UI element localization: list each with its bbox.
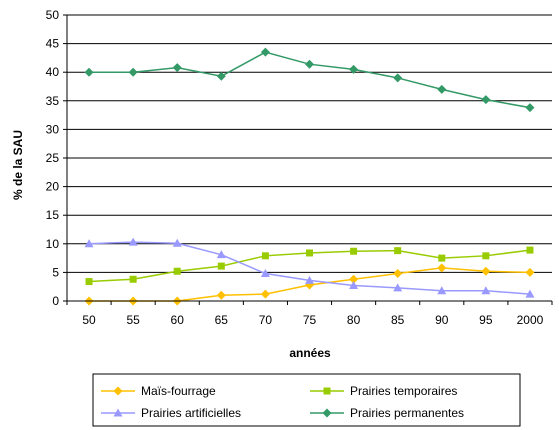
legend-item: Prairies artificielles [101,406,241,420]
series-prairies-permanentes [84,47,535,113]
x-tick-label: 90 [435,313,449,327]
y-tick-label: 5 [52,265,59,279]
legend-item: Prairies temporaires [310,384,457,398]
legend-label: Prairies artificielles [141,406,241,420]
x-tick-label: 80 [347,313,361,327]
data-point [481,95,491,105]
axes [63,14,553,305]
data-point [216,250,226,259]
y-tick-label: 15 [46,208,60,222]
x-tick-label: 60 [171,313,185,327]
data-point [481,286,491,295]
y-tick-label: 30 [46,122,60,136]
series-lines [84,47,535,306]
x-tick-label: 85 [391,313,405,327]
data-point [260,269,270,278]
data-point [172,238,182,247]
series-prairies-artificielles [84,237,535,298]
data-point [525,267,535,277]
y-tick-labels: 0 5 10 15 20 25 30 35 40 45 50 [46,8,60,308]
data-point [525,289,535,298]
data-point [437,263,447,273]
x-axis-title: années [289,346,331,360]
data-point [260,47,270,57]
data-point [85,278,93,286]
legend-marker [322,408,332,418]
data-point [305,275,314,284]
data-point [393,73,403,83]
data-point [393,283,403,292]
data-point [481,266,491,276]
y-tick-label: 35 [46,94,60,108]
y-tick-label: 10 [46,237,60,251]
data-point [306,249,313,257]
data-point [261,252,269,260]
series-prairies-temporaires [85,246,534,286]
data-point [216,71,226,81]
y-tick-label: 25 [46,151,60,165]
legend-label: Prairies permanentes [350,406,464,420]
data-point [394,247,402,255]
data-point [129,275,137,283]
legend-label: Prairies temporaires [350,384,457,398]
data-point [84,67,94,77]
y-tick-label: 0 [52,294,59,308]
data-point [349,274,359,284]
data-point [350,247,358,255]
x-tick-label: 70 [259,313,273,327]
data-point [526,246,534,254]
data-point [305,59,314,69]
x-tick-label: 65 [215,313,229,327]
data-point [349,281,359,290]
x-tick-label: 2000 [517,313,544,327]
y-tick-label: 50 [46,8,60,22]
legend-item: Maïs-fourrage [101,384,216,398]
y-tick-label: 40 [46,65,60,79]
data-point [217,262,225,270]
legend-marker [323,387,331,395]
data-point [128,237,138,246]
data-point [216,290,226,300]
x-tick-label: 55 [126,313,140,327]
legend-item: Prairies permanentes [310,406,464,420]
data-point [438,254,446,262]
data-point [173,267,181,275]
legend-marker [113,408,123,417]
data-point [84,239,94,248]
legend-label: Maïs-fourrage [141,384,216,398]
y-tick-label: 20 [46,180,60,194]
data-point [128,67,138,77]
x-tick-label: 75 [303,313,317,327]
data-point [172,63,182,73]
legend: Maïs-fourrage Prairies temporaires Prairie… [92,373,521,427]
series-ma-s-fourrage [84,263,535,306]
data-point [260,289,270,299]
y-axis-title: % de la SAU [11,130,25,200]
legend-box [92,373,521,427]
data-point [393,269,403,279]
data-point [437,286,447,295]
legend-marker [113,386,123,396]
x-tick-label: 95 [479,313,493,327]
x-tick-label: 50 [82,313,96,327]
y-tick-label: 45 [46,37,60,51]
data-point [349,64,359,74]
data-point [482,252,490,260]
data-point [437,84,447,94]
grid-lines [67,14,552,273]
x-tick-labels: 50 55 60 65 70 75 80 85 90 95 2000 [82,313,543,327]
data-point [525,103,535,113]
